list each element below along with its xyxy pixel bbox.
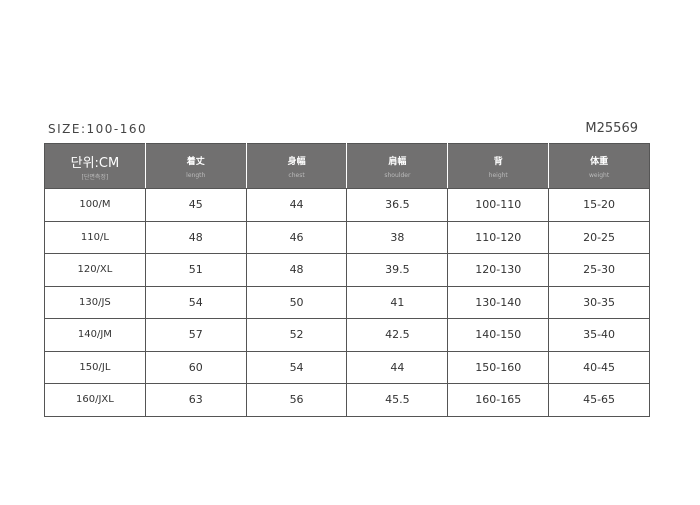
size-range: SIZE:100-160 bbox=[48, 122, 148, 136]
header-main: 着丈 bbox=[186, 156, 205, 167]
table-cell: 45 bbox=[144, 188, 247, 222]
column-header: 背 height bbox=[447, 143, 550, 189]
table-cell: 110-120 bbox=[447, 220, 550, 254]
header-sub: [단면측정] bbox=[81, 173, 109, 181]
header-main: 身幅 bbox=[287, 156, 306, 167]
header-main: 体重 bbox=[590, 156, 609, 167]
table-cell: 54 bbox=[245, 350, 348, 384]
table-cell: 40-45 bbox=[548, 350, 650, 384]
table-cell: 150-160 bbox=[447, 350, 550, 384]
product-code: M25569 bbox=[585, 121, 638, 136]
table-cell: 30-35 bbox=[548, 285, 650, 319]
size-label-cell: 160/JXL bbox=[44, 383, 146, 417]
size-label-cell: 110/L bbox=[44, 220, 146, 254]
table-cell: 63 bbox=[144, 383, 247, 417]
table-cell: 44 bbox=[245, 188, 348, 222]
table-cell: 48 bbox=[144, 220, 247, 254]
column-header: 体重 weight bbox=[548, 143, 650, 189]
table-cell: 50 bbox=[245, 285, 348, 319]
header-sub: shoulder bbox=[384, 171, 411, 179]
table-row: 110/L 48 46 38 110-120 20-25 bbox=[44, 220, 650, 254]
table-cell: 15-20 bbox=[548, 188, 650, 222]
table-cell: 60 bbox=[144, 350, 247, 384]
table-row: 120/XL 51 48 39.5 120-130 25-30 bbox=[44, 253, 650, 287]
table-cell: 130-140 bbox=[447, 285, 550, 319]
header-sub: height bbox=[488, 171, 508, 179]
table-cell: 38 bbox=[346, 220, 449, 254]
table-cell: 45-65 bbox=[548, 383, 650, 417]
table-cell: 57 bbox=[144, 318, 247, 352]
table-cell: 39.5 bbox=[346, 253, 449, 287]
size-label-cell: 130/JS bbox=[44, 285, 146, 319]
header-row: 단위:CM [단면측정] 着丈 length 身幅 chest 肩幅 shoulder 背 hei… bbox=[44, 143, 650, 189]
table-cell: 48 bbox=[245, 253, 348, 287]
header-main: 단위:CM bbox=[70, 155, 120, 171]
table-cell: 160-165 bbox=[447, 383, 550, 417]
table-cell: 120-130 bbox=[447, 253, 550, 287]
table-cell: 36.5 bbox=[346, 188, 449, 222]
size-label-cell: 140/JM bbox=[44, 318, 146, 352]
table-cell: 56 bbox=[245, 383, 348, 417]
size-table: 단위:CM [단면측정] 着丈 length 身幅 chest 肩幅 shoulder 背 hei… bbox=[44, 143, 650, 417]
table-cell: 20-25 bbox=[548, 220, 650, 254]
table-cell: 52 bbox=[245, 318, 348, 352]
table-cell: 44 bbox=[346, 350, 449, 384]
table-cell: 25-30 bbox=[548, 253, 650, 287]
column-header: 着丈 length bbox=[144, 143, 247, 189]
table-cell: 51 bbox=[144, 253, 247, 287]
table-cell: 45.5 bbox=[346, 383, 449, 417]
table-cell: 46 bbox=[245, 220, 348, 254]
table-cell: 54 bbox=[144, 285, 247, 319]
column-header: 肩幅 shoulder bbox=[346, 143, 449, 189]
size-label-cell: 120/XL bbox=[44, 253, 146, 287]
column-header: 身幅 chest bbox=[245, 143, 348, 189]
table-cell: 42.5 bbox=[346, 318, 449, 352]
table-row: 160/JXL 63 56 45.5 160-165 45-65 bbox=[44, 383, 650, 417]
table-row: 100/M 45 44 36.5 100-110 15-20 bbox=[44, 188, 650, 222]
table-cell: 100-110 bbox=[447, 188, 550, 222]
table-row: 150/JL 60 54 44 150-160 40-45 bbox=[44, 350, 650, 384]
table-row: 140/JM 57 52 42.5 140-150 35-40 bbox=[44, 318, 650, 352]
table-cell: 140-150 bbox=[447, 318, 550, 352]
table-cell: 41 bbox=[346, 285, 449, 319]
header-sub: length bbox=[186, 171, 206, 179]
table-cell: 35-40 bbox=[548, 318, 650, 352]
column-header: 단위:CM [단면측정] bbox=[44, 143, 146, 189]
size-label-cell: 100/M bbox=[44, 188, 146, 222]
size-label-cell: 150/JL bbox=[44, 350, 146, 384]
header-main: 肩幅 bbox=[388, 156, 407, 167]
header-sub: weight bbox=[588, 171, 610, 179]
table-row: 130/JS 54 50 41 130-140 30-35 bbox=[44, 285, 650, 319]
header-main: 背 bbox=[493, 156, 503, 167]
header-sub: chest bbox=[288, 171, 305, 179]
